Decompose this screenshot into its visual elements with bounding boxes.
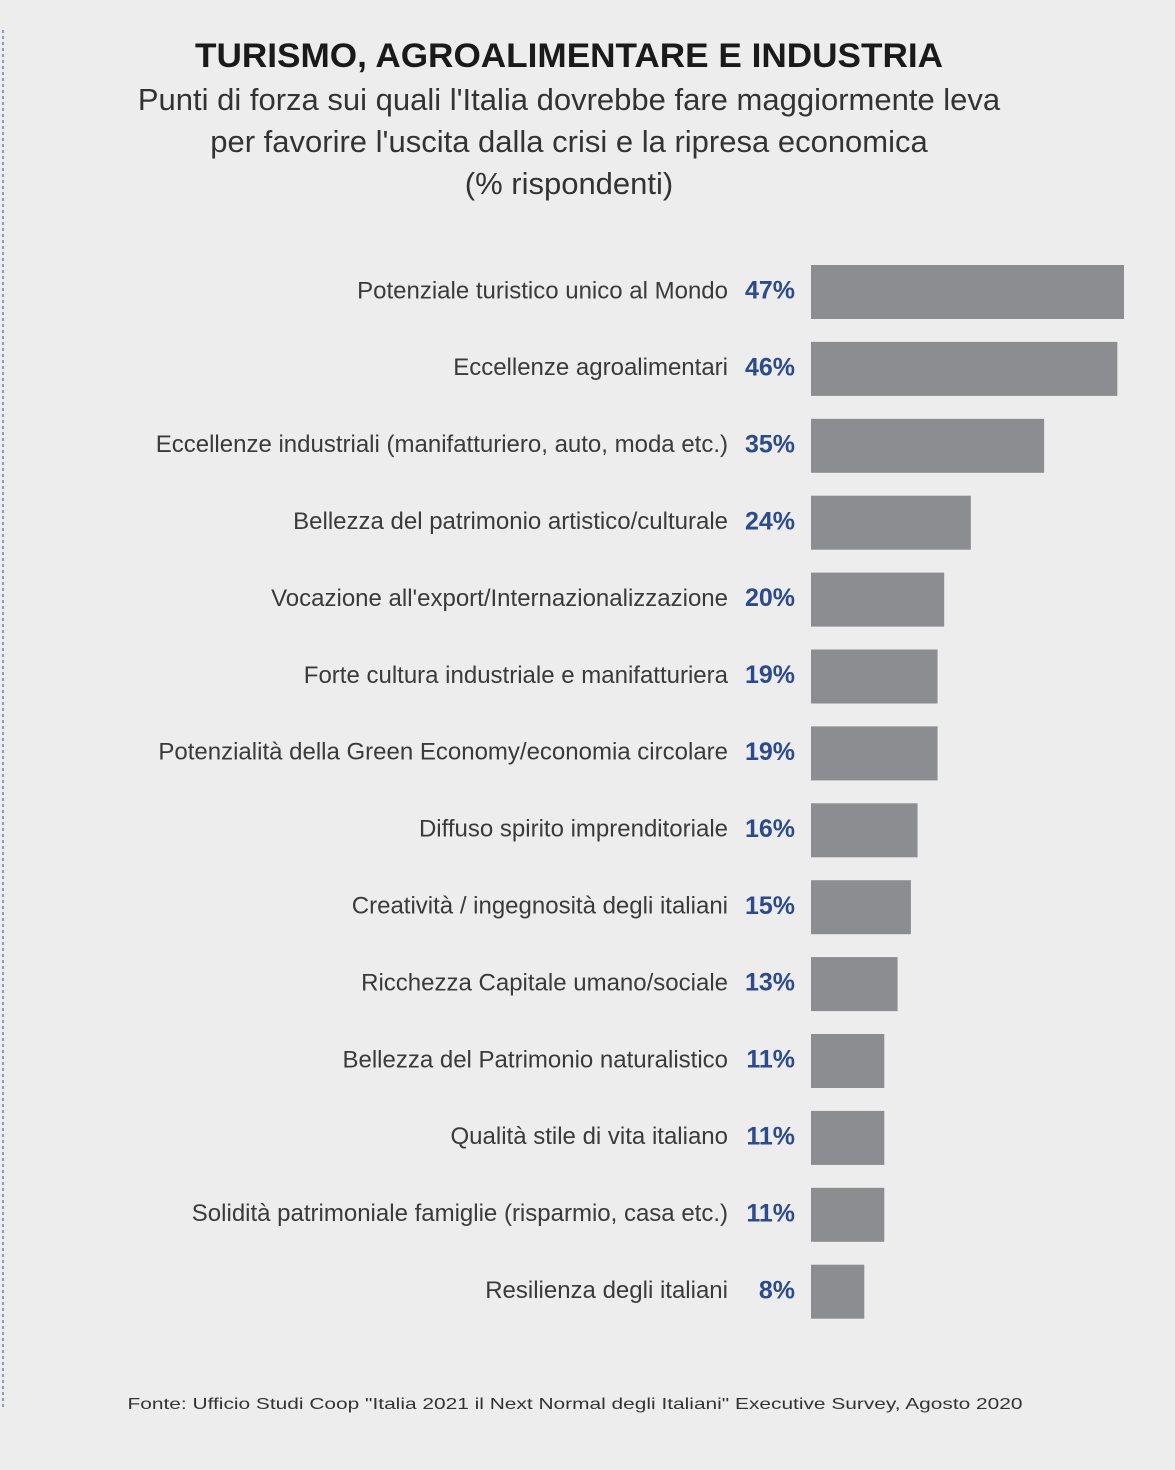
source: Fonte: Ufficio Studi Coop "Italia 2021 i… — [128, 1396, 1023, 1413]
category-label: Eccellenze industriali (manifatturiero, … — [156, 431, 728, 458]
value-label: 13% — [745, 969, 795, 997]
category-label: Bellezza del Patrimonio naturalistico — [342, 1046, 728, 1073]
category-label: Eccellenze agroalimentari — [453, 354, 728, 381]
bar — [811, 341, 1118, 396]
bar — [811, 726, 938, 781]
value-label: 11% — [746, 1046, 795, 1074]
subtitle: Punti di forza sui quali l'Italia dovreb… — [138, 82, 1001, 117]
value-label: 15% — [745, 892, 795, 920]
value-label: 11% — [746, 1123, 795, 1151]
bar — [811, 957, 898, 1012]
bar — [811, 1264, 865, 1319]
category-label: Vocazione all'export/Internazionalizzazi… — [271, 585, 728, 612]
category-label: Resilienza degli italiani — [485, 1277, 728, 1304]
bar — [811, 572, 945, 627]
category-label: Bellezza del patrimonio artistico/cultur… — [293, 508, 728, 535]
category-label: Potenzialità della Green Economy/economi… — [158, 739, 728, 766]
category-label: Ricchezza Capitale umano/sociale — [361, 969, 728, 996]
bar — [811, 265, 1124, 319]
category-label: Qualità stile di vita italiano — [451, 1123, 728, 1150]
bar — [811, 1187, 885, 1242]
category-label: Potenziale turistico unico al Mondo — [357, 277, 728, 304]
category-label: Creatività / ingegnosità degli italiani — [352, 893, 728, 920]
value-label: 46% — [745, 354, 795, 382]
value-label: 16% — [745, 815, 795, 843]
value-label: 20% — [745, 584, 795, 612]
bar — [811, 880, 911, 935]
value-label: 19% — [745, 738, 795, 766]
bar — [811, 495, 971, 550]
value-label: 24% — [745, 507, 795, 535]
value-label: 35% — [745, 430, 795, 458]
subtitle: (% rispondenti) — [465, 166, 673, 201]
category-label: Diffuso spirito imprenditoriale — [419, 816, 728, 843]
category-label: Forte cultura industriale e manifatturie… — [304, 662, 729, 689]
bar — [811, 803, 918, 858]
value-label: 8% — [759, 1276, 795, 1304]
value-label: 47% — [745, 277, 795, 305]
value-label: 19% — [745, 661, 795, 689]
bar — [811, 418, 1045, 473]
chart-title: TURISMO, AGROALIMENTARE E INDUSTRIA — [195, 37, 943, 75]
bar — [811, 1110, 885, 1165]
subtitle: per favorire l'uscita dalla crisi e la r… — [210, 124, 928, 159]
category-label: Solidità patrimoniale famiglie (risparmi… — [192, 1200, 728, 1227]
bar — [811, 1034, 885, 1088]
bar — [811, 649, 938, 704]
value-label: 11% — [746, 1199, 795, 1227]
